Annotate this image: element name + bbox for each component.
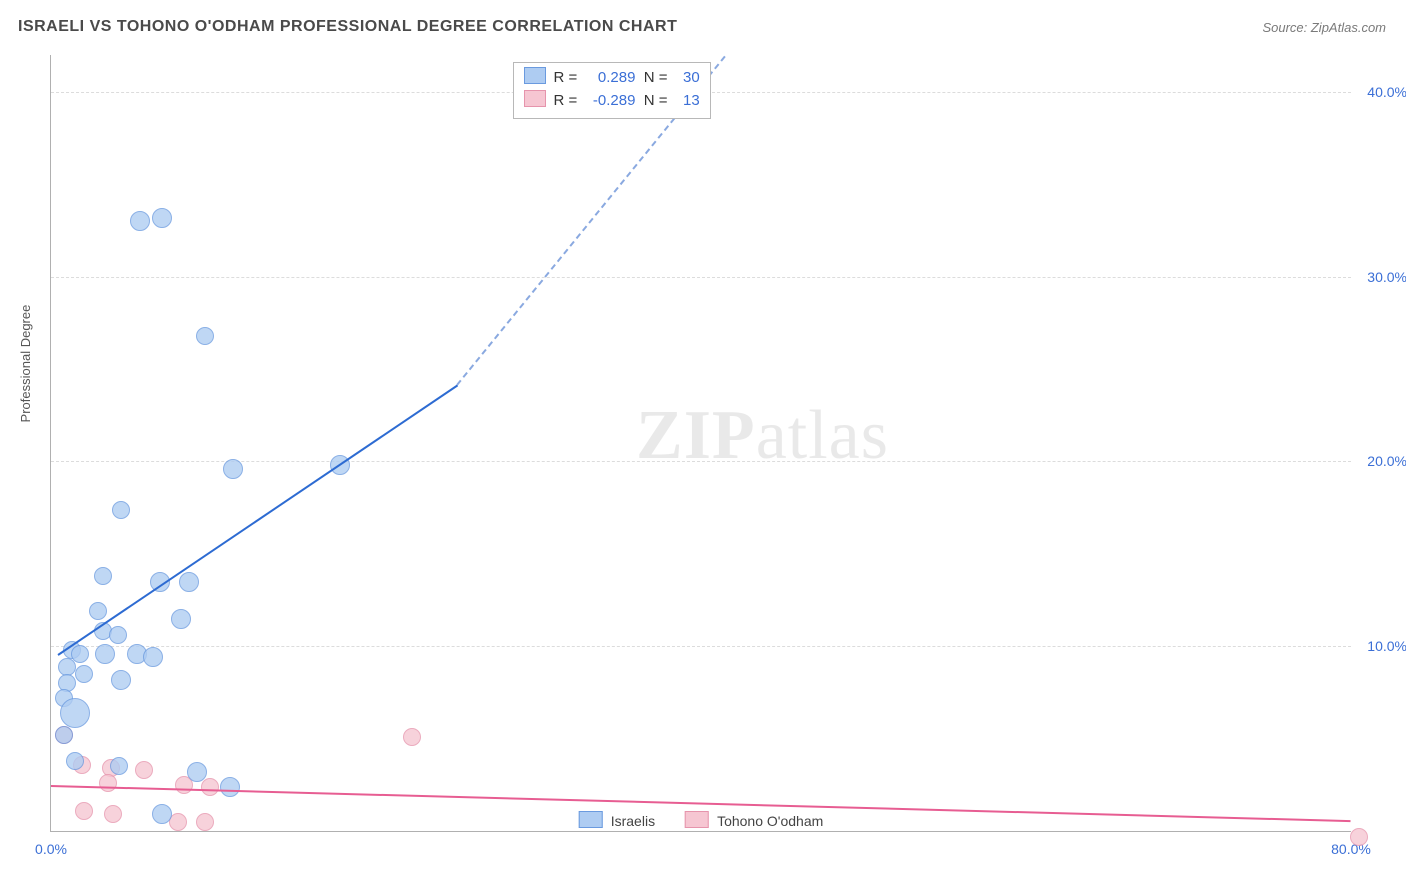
pink-bubble <box>99 774 117 792</box>
pink-bubble <box>196 813 214 831</box>
stats-n-label: N = <box>635 69 671 86</box>
pink-bubble <box>1350 828 1368 846</box>
blue-bubble <box>109 626 127 644</box>
blue-bubble <box>220 777 240 797</box>
legend-swatch <box>685 811 709 828</box>
stats-r-value: -0.289 <box>581 90 635 113</box>
stats-box: R = 0.289 N = 30R = -0.289 N = 13 <box>513 62 711 119</box>
x-tick-label: 0.0% <box>35 841 67 857</box>
stats-row: R = 0.289 N = 30 <box>524 67 700 90</box>
blue-bubble <box>94 567 112 585</box>
blue-bubble <box>152 804 172 824</box>
pink-bubble <box>201 778 219 796</box>
pink-bubble <box>135 761 153 779</box>
blue-bubble <box>89 602 107 620</box>
stats-r-label: R = <box>554 69 582 86</box>
y-tick-label: 40.0% <box>1357 84 1406 100</box>
blue-bubble <box>223 459 243 479</box>
stats-n-label: N = <box>635 92 671 109</box>
pink-bubble <box>104 805 122 823</box>
y-tick-label: 20.0% <box>1357 453 1406 469</box>
blue-bubble <box>95 644 115 664</box>
stats-swatch <box>524 90 546 107</box>
stats-n-value: 13 <box>672 90 700 113</box>
stats-n-value: 30 <box>672 67 700 90</box>
watermark-bold: ZIP <box>636 397 756 474</box>
blue-bubble <box>196 327 214 345</box>
gridline <box>51 277 1351 278</box>
stats-swatch <box>524 67 546 84</box>
blue-bubble <box>75 665 93 683</box>
blue-bubble <box>110 757 128 775</box>
blue-bubble <box>112 501 130 519</box>
legend-item: Israelis <box>579 813 655 829</box>
source-attribution: Source: ZipAtlas.com <box>1262 20 1386 35</box>
legend-label: Israelis <box>611 813 655 829</box>
stats-row: R = -0.289 N = 13 <box>524 90 700 113</box>
y-tick-label: 10.0% <box>1357 638 1406 654</box>
blue-bubble <box>60 698 90 728</box>
blue-bubble <box>130 211 150 231</box>
legend-item: Tohono O'odham <box>685 813 823 829</box>
gridline <box>51 646 1351 647</box>
pink-bubble <box>75 802 93 820</box>
pink-bubble <box>403 728 421 746</box>
blue-trend-line <box>57 384 458 655</box>
blue-bubble <box>187 762 207 782</box>
y-axis-title: Professional Degree <box>18 305 33 423</box>
watermark-rest: atlas <box>756 397 889 474</box>
stats-r-label: R = <box>554 92 582 109</box>
legend-label: Tohono O'odham <box>717 813 823 829</box>
chart-title: ISRAELI VS TOHONO O'ODHAM PROFESSIONAL D… <box>18 18 677 36</box>
blue-bubble <box>66 752 84 770</box>
gridline <box>51 461 1351 462</box>
legend-swatch <box>579 811 603 828</box>
blue-bubble <box>143 647 163 667</box>
y-tick-label: 30.0% <box>1357 269 1406 285</box>
blue-bubble <box>111 670 131 690</box>
watermark: ZIPatlas <box>636 396 889 476</box>
blue-bubble <box>179 572 199 592</box>
stats-r-value: 0.289 <box>581 67 635 90</box>
blue-bubble <box>55 726 73 744</box>
blue-bubble <box>171 609 191 629</box>
blue-bubble <box>152 208 172 228</box>
plot-area: ZIPatlas R = 0.289 N = 30R = -0.289 N = … <box>50 55 1351 832</box>
legend: Israelis Tohono O'odham <box>579 811 824 829</box>
